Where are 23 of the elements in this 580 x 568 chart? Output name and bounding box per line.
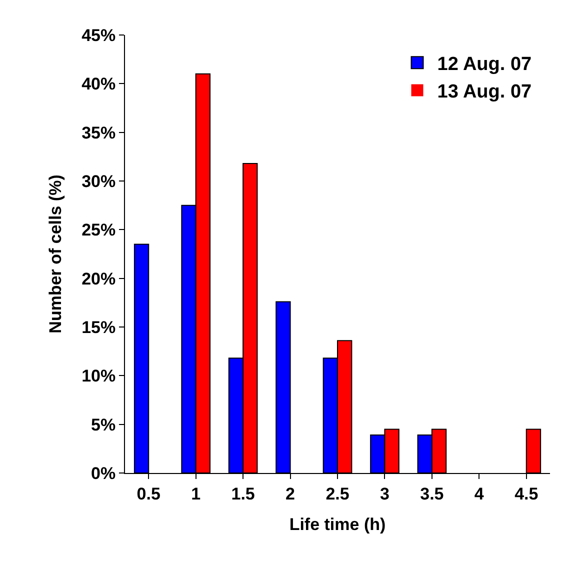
x-tick-label: 4 (474, 484, 484, 504)
y-tick-label: 35% (82, 123, 116, 142)
y-tick-label: 45% (82, 26, 116, 45)
x-tick-label: 2.5 (326, 484, 350, 504)
y-axis-title: Number of cells (%) (46, 174, 66, 334)
x-tick-label: 1.5 (231, 484, 255, 504)
y-tick-label: 40% (82, 74, 116, 94)
y-tick-label: 25% (82, 220, 116, 240)
x-tick-label: 1 (191, 484, 201, 504)
y-tick-label: 10% (82, 366, 116, 386)
x-tick-label: 0.5 (136, 484, 160, 504)
x-tick-label: 2 (286, 484, 296, 504)
y-tick-label: 15% (82, 318, 116, 337)
y-tick-label: 20% (82, 269, 116, 288)
legend-label: 12 Aug. 07 (437, 54, 532, 76)
x-tick-label: 4.5 (514, 484, 538, 504)
y-tick-label: 5% (91, 415, 116, 434)
y-tick-label: 0% (91, 464, 116, 483)
x-tick-label: 3 (380, 484, 390, 504)
y-tick-label: 30% (82, 172, 116, 191)
x-tick-label: 3.5 (420, 484, 444, 504)
x-axis-title: Life time (h) (289, 514, 386, 534)
legend-label: 13 Aug. 07 (437, 82, 532, 103)
